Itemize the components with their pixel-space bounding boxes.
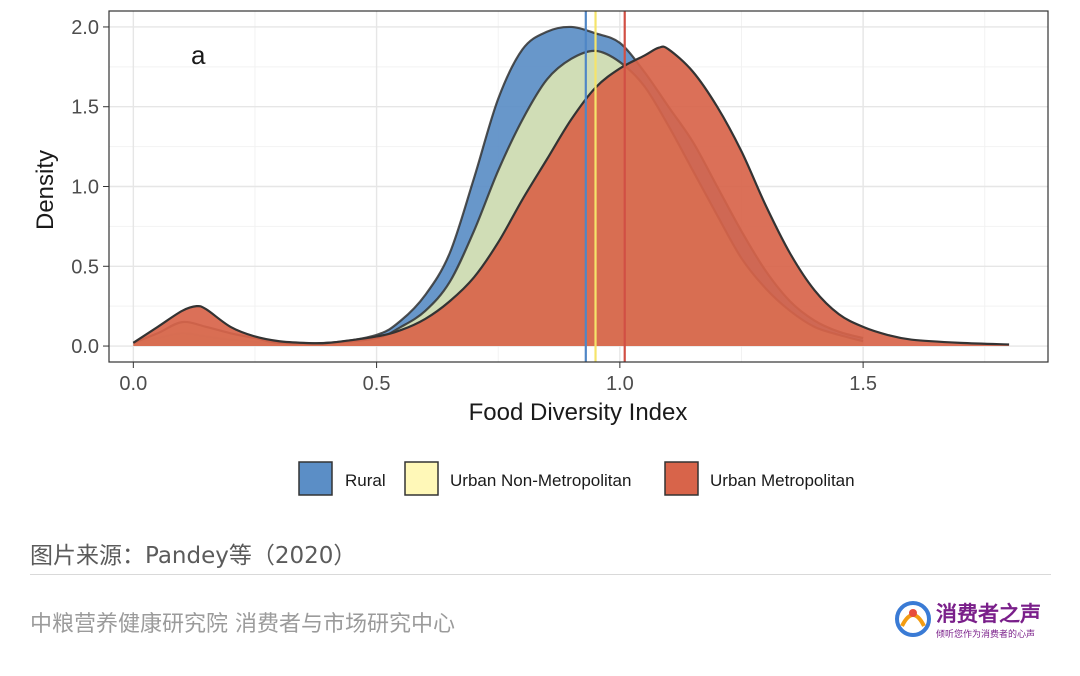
legend-key-urban-metropolitan	[664, 461, 699, 496]
legend-label-urban-metropolitan: Urban Metropolitan	[710, 471, 855, 490]
y-tick-label: 0.5	[71, 256, 99, 278]
density-chart: 0.0 0.5 1.0 1.5 0.0 0.5 1.0 1.5 2.0 Food Divers…	[32, 10, 1049, 496]
brand-name: 消费者之声	[936, 602, 1041, 626]
y-axis: 0.0 0.5 1.0 1.5 2.0	[71, 17, 109, 358]
image-source-caption: 图片来源：Pandey等（2020）	[30, 543, 357, 569]
panel-label: a	[191, 40, 206, 70]
y-tick-label: 1.0	[71, 177, 99, 199]
y-tick-label: 0.0	[71, 336, 99, 358]
y-tick-label: 2.0	[71, 17, 99, 39]
divider	[30, 574, 1051, 575]
x-tick-label: 1.5	[849, 373, 877, 395]
brand-logo-icon	[895, 601, 931, 637]
density-area-urban-metropolitan	[133, 46, 1010, 347]
brand-slogan: 倾听您作为消费者的心声	[936, 630, 1036, 640]
y-tick-label: 1.5	[71, 97, 99, 119]
legend-label-urban-non-metropolitan: Urban Non-Metropolitan	[450, 471, 631, 490]
brand-badge: 消费者之声 倾听您作为消费者的心声	[894, 598, 1064, 646]
legend-key-urban-non-metropolitan	[404, 461, 439, 496]
y-axis-title: Density	[32, 150, 59, 230]
density-line-urban-metropolitan	[132, 45, 1010, 346]
x-tick-label: 0.5	[363, 373, 391, 395]
x-tick-label: 0.0	[119, 373, 147, 395]
footer-organization: 中粮营养健康研究院 消费者与市场研究中心	[30, 612, 455, 637]
x-axis: 0.0 0.5 1.0 1.5	[119, 362, 877, 395]
legend-key-rural	[298, 461, 333, 496]
plot-panel	[108, 10, 1049, 363]
x-axis-title: Food Diversity Index	[469, 399, 688, 426]
x-tick-label: 1.0	[606, 373, 634, 395]
legend: Rural Urban Non-Metropolitan Urban Metropo…	[298, 461, 855, 496]
legend-label-rural: Rural	[345, 471, 386, 490]
